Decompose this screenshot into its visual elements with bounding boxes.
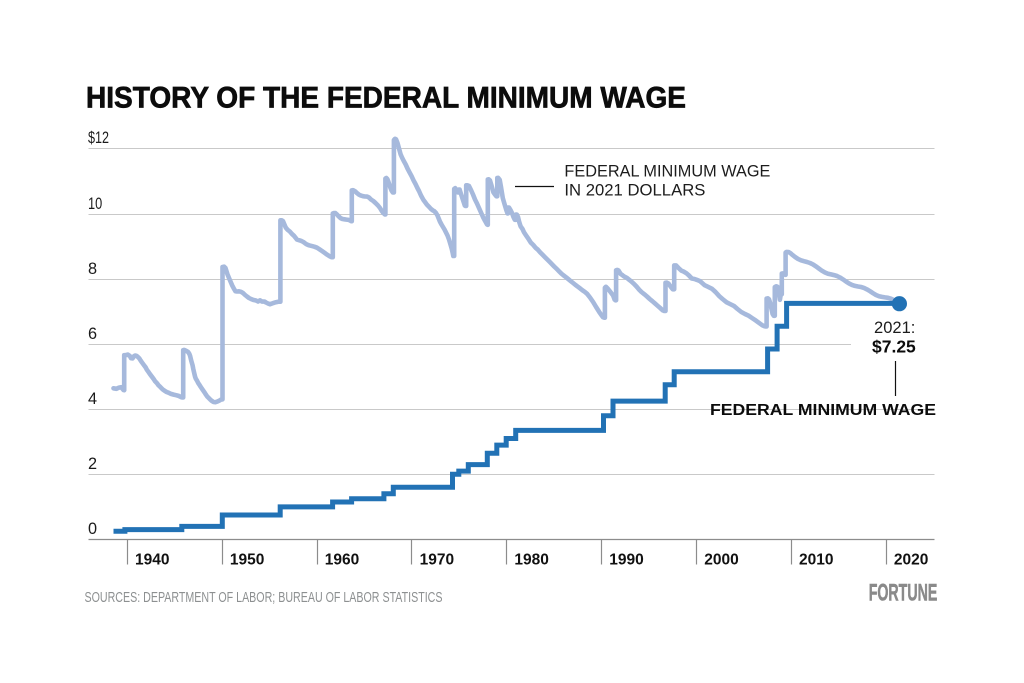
svg-text:2010: 2010 (799, 552, 834, 569)
svg-text:FEDERAL MINIMUM WAGE: FEDERAL MINIMUM WAGE (564, 162, 770, 181)
svg-text:1960: 1960 (325, 552, 360, 569)
svg-text:2000: 2000 (704, 552, 739, 569)
svg-text:4: 4 (88, 390, 97, 408)
svg-text:0: 0 (88, 520, 97, 538)
svg-text:HISTORY OF THE FEDERAL MINIMUM: HISTORY OF THE FEDERAL MINIMUM WAGE (86, 82, 686, 115)
svg-text:1980: 1980 (514, 552, 549, 569)
svg-text:IN 2021 DOLLARS: IN 2021 DOLLARS (564, 180, 705, 199)
svg-text:$7.25: $7.25 (872, 337, 916, 357)
svg-text:1950: 1950 (230, 552, 265, 569)
svg-text:1970: 1970 (420, 552, 455, 569)
svg-text:10: 10 (88, 195, 102, 213)
svg-text:2: 2 (88, 455, 97, 473)
svg-text:8: 8 (88, 260, 97, 278)
svg-text:1990: 1990 (609, 552, 644, 569)
svg-text:FEDERAL MINIMUM WAGE: FEDERAL MINIMUM WAGE (710, 402, 936, 419)
svg-text:2020: 2020 (894, 552, 929, 569)
svg-text:2021:: 2021: (874, 319, 915, 337)
svg-text:FORTUNE: FORTUNE (869, 579, 938, 606)
svg-text:$12: $12 (88, 129, 109, 147)
svg-text:SOURCES: DEPARTMENT OF LABOR;: SOURCES: DEPARTMENT OF LABOR; BUREAU OF … (85, 590, 443, 606)
svg-text:1940: 1940 (135, 552, 170, 569)
svg-text:6: 6 (88, 325, 97, 343)
